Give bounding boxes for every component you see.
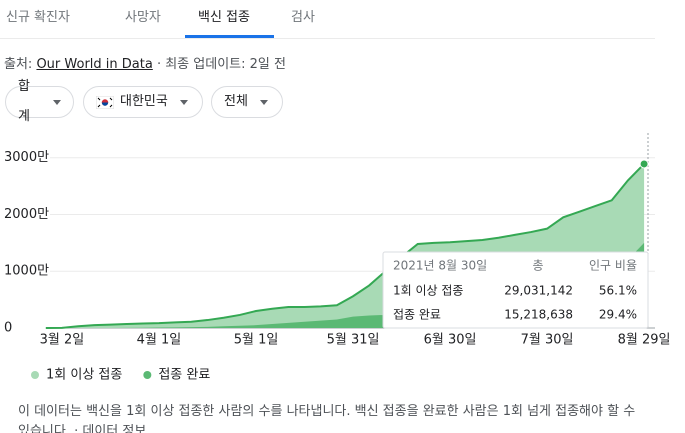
dropdown-label: 전체 bbox=[224, 94, 248, 109]
chart: 0 1000만 2000만 3000만 3월 2일 4월 1일 5월 1일 5월 31일 6월 … bbox=[4, 133, 671, 383]
dropdown-label: 대한민국 bbox=[120, 94, 168, 109]
legend-swatch bbox=[143, 371, 152, 379]
tooltip-date: 2021년 8월 30일 bbox=[393, 259, 487, 273]
tab[interactable]: 사망자 bbox=[125, 10, 161, 25]
x-tick-label: 8월 29일 bbox=[618, 333, 671, 348]
flag-icon bbox=[96, 95, 114, 109]
tab[interactable]: 백신 접종 bbox=[198, 10, 250, 25]
tooltip-ratio: 56.1% bbox=[599, 284, 637, 298]
tooltip-label: 1회 이상 접종 bbox=[393, 284, 463, 298]
tab[interactable]: 신규 확진자 bbox=[6, 10, 70, 25]
source-link[interactable]: Our World in Data bbox=[36, 57, 153, 72]
x-tick-label: 3월 2일 bbox=[40, 333, 85, 348]
legend-label: 1회 이상 접종 bbox=[46, 368, 122, 383]
y-tick-label: 3000만 bbox=[4, 150, 49, 165]
y-tick-label: 2000만 bbox=[4, 207, 49, 222]
footer-note: 이 데이터는 백신을 1회 이상 접종한 사람의 수를 나타냅니다. 백신 접종… bbox=[18, 404, 636, 433]
dropdown-arrow bbox=[259, 99, 268, 105]
tooltip-header: 총 bbox=[532, 259, 543, 273]
source-line: 출처: Our World in Data · 최종 업데이트: 2일 전 bbox=[4, 53, 286, 72]
legend-swatch bbox=[31, 371, 39, 379]
tooltip-header: 인구 비율 bbox=[589, 259, 637, 273]
y-tick-label: 0 bbox=[4, 321, 12, 336]
legend-label: 접종 완료 bbox=[158, 368, 210, 383]
tooltip-total: 29,031,142 bbox=[504, 284, 573, 298]
dropdown-arrow bbox=[53, 99, 61, 105]
line bbox=[45, 163, 645, 329]
tooltip-box bbox=[382, 251, 649, 329]
x-tick-label: 5월 1일 bbox=[234, 333, 279, 348]
tooltip-total: 15,218,638 bbox=[504, 308, 573, 322]
dropdown-label: 합계 bbox=[18, 79, 30, 124]
dropdown-arrow bbox=[179, 99, 188, 105]
update-info: · 최종 업데이트: 2일 전 bbox=[156, 57, 286, 72]
tooltip: 2021년 8월 30일 총 인구 비율 1회 이상 접종 29,031,142 56.1… bbox=[382, 251, 649, 329]
tooltip-ratio: 29.4% bbox=[599, 308, 637, 322]
dropdown[interactable]: 합계 bbox=[5, 79, 74, 124]
divider bbox=[0, 38, 655, 39]
dropdown[interactable]: 대한민국 bbox=[83, 86, 203, 118]
hover-dot bbox=[639, 159, 649, 169]
y-tick-label: 1000만 bbox=[4, 264, 49, 279]
x-tick-label: 4월 1일 bbox=[137, 333, 182, 348]
x-tick-label: 5월 31일 bbox=[327, 333, 380, 348]
x-tick-label: 7월 30일 bbox=[521, 333, 574, 348]
x-tick-label: 6월 30일 bbox=[424, 333, 477, 348]
tab[interactable]: 검사 bbox=[291, 10, 315, 25]
source-prefix: 출처: bbox=[4, 57, 33, 72]
active-tab-indicator bbox=[185, 35, 274, 38]
tooltip-label: 접종 완료 bbox=[393, 308, 441, 322]
dropdown[interactable]: 전체 bbox=[211, 86, 283, 118]
